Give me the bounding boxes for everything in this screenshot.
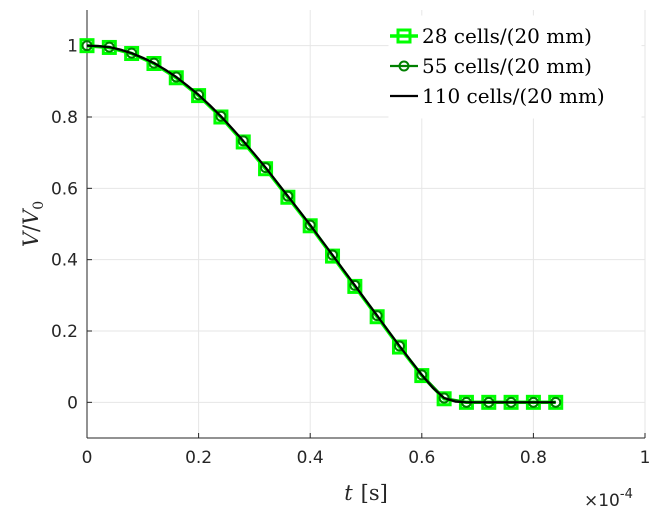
series-1-point: [124, 46, 140, 62]
legend-label: 110 cells/(20 mm): [422, 84, 605, 108]
series-2-point: [148, 57, 160, 69]
x-tick-label: 1: [640, 448, 651, 468]
x-exponent-label: ×10-4: [584, 487, 633, 511]
x-tick-label: 0: [82, 448, 93, 468]
series-2-point: [170, 71, 182, 83]
y-tick-label: 0: [67, 393, 78, 413]
series-2-point: [237, 135, 249, 147]
legend-marker: [396, 28, 412, 44]
series-2-point: [438, 392, 450, 404]
y-tick-label: 1: [67, 37, 78, 57]
y-axis-label: V/V0: [19, 201, 47, 247]
y-tick-label: 0.6: [51, 179, 78, 199]
legend-box: [388, 15, 642, 119]
legend: 28 cells/(20 mm) 55 cells/(20 mm) 110 cell…: [388, 15, 642, 119]
series-2-point: [416, 369, 428, 381]
series-2-point: [260, 162, 272, 174]
legend-marker: [398, 60, 410, 72]
series-2-point: [371, 310, 383, 322]
legend-entry-1: 28 cells/(20 mm): [390, 24, 592, 48]
series-2-point: [126, 47, 138, 59]
y-tick-label: 0.8: [51, 108, 78, 128]
legend-label: 55 cells/(20 mm): [422, 54, 592, 78]
x-tick-label: 0.6: [408, 448, 435, 468]
series-2-point: [393, 340, 405, 352]
x-axis-label: t [s]: [344, 481, 388, 505]
series-layer: [79, 38, 564, 410]
series-1-point: [146, 56, 162, 71]
series-3-line: [86, 44, 556, 404]
series-2-point: [349, 279, 361, 291]
axes: [86, 10, 645, 439]
series-2-point: [193, 89, 205, 101]
y-tick-label: 0.4: [51, 251, 78, 271]
series-2-point: [215, 110, 227, 122]
series-2-point: [282, 190, 294, 202]
ticks: 0 0.2 0.4 0.6 0.8 1 0 0.2 0.4 0.6 0.8 1: [51, 37, 650, 468]
legend-entry-3: 110 cells/(20 mm): [390, 84, 605, 108]
series-3: [86, 44, 556, 404]
y-tick-label: 0.2: [51, 322, 78, 342]
series-2-point: [327, 249, 339, 261]
legend-label: 28 cells/(20 mm): [422, 24, 592, 48]
x-tick-label: 0.4: [297, 448, 324, 468]
legend-entry-2: 55 cells/(20 mm): [390, 54, 592, 78]
x-tick-label: 0.2: [185, 448, 212, 468]
x-tick-label: 0.8: [520, 448, 547, 468]
series-2-point: [304, 219, 316, 231]
